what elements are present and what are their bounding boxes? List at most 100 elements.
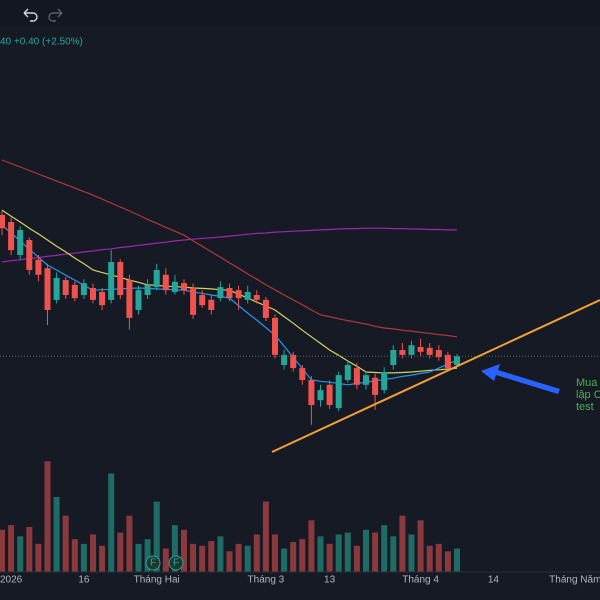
- volume-bar: [290, 541, 297, 572]
- event-circle[interactable]: [168, 555, 184, 571]
- volume-bar: [162, 548, 169, 572]
- candle-body: [208, 299, 215, 310]
- candle-body: [0, 214, 5, 229]
- x-tick-label: 2026: [0, 575, 23, 586]
- volume-bar: [372, 532, 379, 572]
- volume-bar: [308, 520, 315, 572]
- candle-body: [326, 384, 333, 406]
- candle-body: [372, 377, 379, 395]
- candle-body: [308, 379, 315, 406]
- volume-bar: [99, 545, 106, 572]
- toolbar: [0, 0, 600, 26]
- x-tick-label: Tháng 4: [402, 575, 439, 586]
- candle-body: [426, 347, 433, 355]
- candle-body: [244, 291, 251, 300]
- candle-body: [153, 269, 160, 288]
- volume-bar: [417, 520, 424, 572]
- candle-body: [235, 290, 242, 299]
- event-marker[interactable]: F: [168, 555, 184, 571]
- volume-bar: [344, 532, 351, 572]
- volume-bar: [226, 551, 233, 572]
- volume-bar: [26, 526, 33, 572]
- event-circle[interactable]: [145, 555, 161, 571]
- candle-body: [117, 262, 124, 296]
- candle-body: [390, 350, 397, 365]
- candle-body: [454, 356, 460, 365]
- volume-bar: [181, 529, 187, 572]
- volume-bar: [244, 545, 251, 572]
- volume-bar: [381, 525, 388, 572]
- volume-bar: [208, 541, 215, 572]
- candle-body: [126, 280, 133, 318]
- volume-bar: [62, 515, 69, 572]
- volume-bar: [435, 543, 442, 572]
- candle-body: [71, 284, 78, 299]
- toolbar-bg: [0, 0, 600, 26]
- volume-bar: [253, 534, 260, 572]
- candle-body: [253, 295, 260, 300]
- candle-body: [217, 287, 224, 299]
- volume-bar: [426, 545, 433, 572]
- volume-bar: [190, 543, 197, 572]
- x-tick-label: Tháng 3: [248, 575, 285, 586]
- undo-button[interactable]: [23, 8, 38, 22]
- candle-body: [399, 350, 406, 355]
- volume-bar: [8, 525, 15, 572]
- annotation: test: [576, 401, 594, 413]
- candle-body: [35, 259, 42, 275]
- volume-bar: [0, 529, 5, 572]
- arrow: [481, 364, 560, 394]
- volume-bar: [117, 532, 124, 572]
- volume-bar: [326, 543, 333, 572]
- candle-body: [181, 283, 187, 291]
- candle-body: [281, 354, 288, 365]
- annotation: lập C: [576, 389, 600, 401]
- volume-bar: [272, 534, 278, 572]
- x-tick-label: Tháng Năm: [549, 575, 600, 586]
- volume-bar: [108, 473, 115, 572]
- volume-bar: [262, 501, 269, 572]
- candle-body: [381, 372, 388, 391]
- candle-body: [344, 365, 351, 380]
- candle-body: [317, 390, 324, 401]
- volume-bar: [399, 515, 406, 572]
- candle-body: [26, 240, 33, 270]
- candle-body: [171, 281, 178, 292]
- volume-bar: [317, 536, 324, 572]
- event-marker[interactable]: F: [145, 555, 161, 571]
- volume-bar: [217, 536, 224, 572]
- volume-bar: [135, 543, 142, 572]
- candle-body: [99, 291, 106, 306]
- price-change: 40 +0.40 (+2.50%): [0, 37, 83, 48]
- candle-body: [408, 345, 415, 355]
- event-label: F: [150, 558, 156, 569]
- candle-body: [272, 317, 278, 355]
- candle-body: [262, 299, 269, 318]
- volume-bar: [235, 543, 242, 572]
- candle-body: [162, 274, 169, 291]
- volume-bar: [299, 539, 306, 572]
- annotation: Mua: [576, 377, 598, 389]
- redo-button[interactable]: [48, 8, 63, 22]
- volume-bar: [71, 539, 78, 572]
- volume-bar: [408, 534, 415, 572]
- x-tick-label: Tháng Hai: [134, 575, 180, 586]
- candle-body: [335, 375, 342, 409]
- volume-bar: [444, 551, 451, 572]
- candle-body: [435, 350, 442, 358]
- trend-line: [271, 299, 600, 453]
- candle-body: [17, 229, 24, 255]
- volume-bar: [171, 525, 178, 572]
- candle-body: [444, 354, 451, 369]
- moving-average: [1, 227, 457, 263]
- candle-body: [8, 222, 15, 251]
- candle-body: [90, 288, 96, 300]
- volume-bar: [390, 536, 397, 572]
- candle-body: [226, 288, 233, 299]
- candle-body: [144, 284, 151, 296]
- volume-bar: [17, 536, 24, 572]
- volume-bar: [144, 539, 151, 572]
- candle-body: [417, 346, 424, 352]
